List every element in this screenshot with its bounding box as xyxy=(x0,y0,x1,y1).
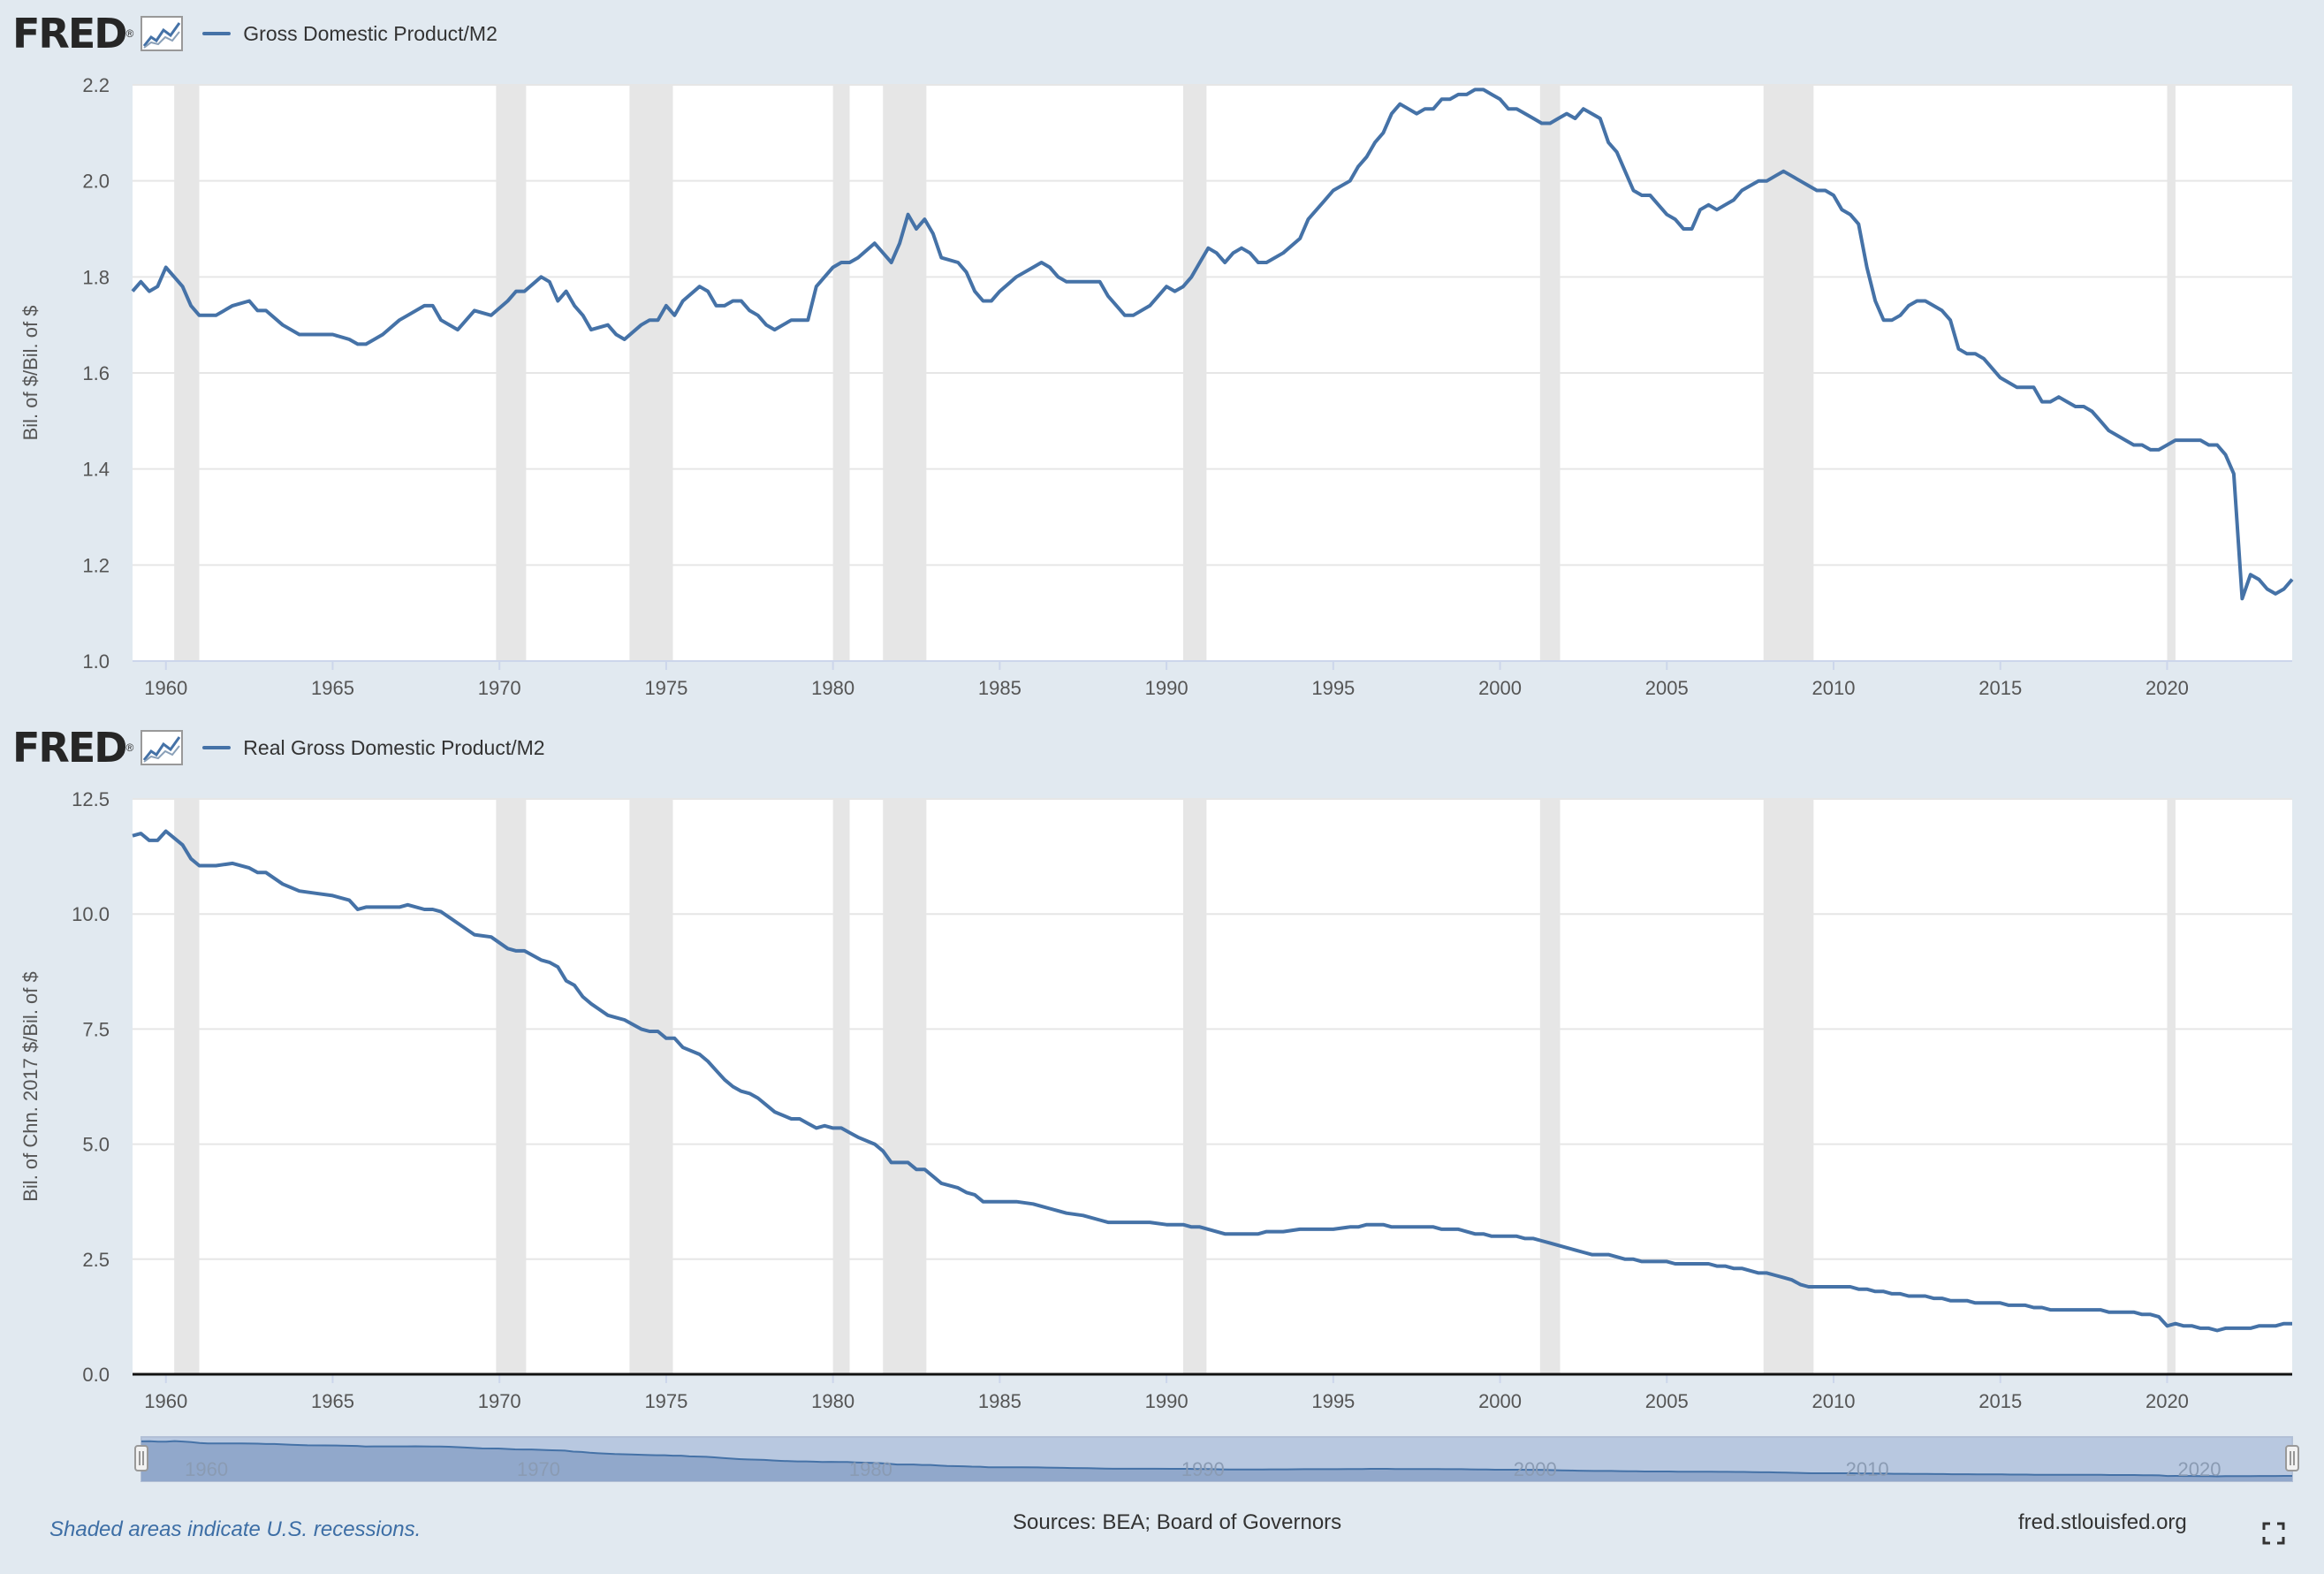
plot-area xyxy=(133,799,2292,1374)
x-tick-label: 2010 xyxy=(1812,677,1856,699)
navigator-label: 2000 xyxy=(1514,1458,1557,1480)
site-link[interactable]: fred.stlouisfed.org xyxy=(2018,1510,2187,1534)
navigator-handle-right[interactable] xyxy=(2285,1445,2299,1471)
x-tick-label: 2010 xyxy=(1812,1390,1856,1412)
chart-real-gdp-m2[interactable]: 0.0 2.5 5.0 7.5 10.0 12.5 1960 1965 1970 1975 1980… xyxy=(0,707,2324,1423)
y-tick-label: 2.2 xyxy=(82,74,110,96)
x-tick-label: 1980 xyxy=(811,1390,854,1412)
x-tick-label: 1975 xyxy=(644,1390,687,1412)
x-tick-label: 1965 xyxy=(311,677,354,699)
navigator-label: 2020 xyxy=(2178,1458,2221,1480)
legend-line-gdp-m2 xyxy=(202,32,232,35)
y-tick-label: 2.5 xyxy=(82,1249,110,1271)
x-tick-label: 2020 xyxy=(2146,677,2189,699)
x-tick-label: 1970 xyxy=(478,677,521,699)
y-axis-label: Bil. of Chn. 2017 $/Bil. of $ xyxy=(19,971,42,1202)
recession-band xyxy=(1539,799,1561,1374)
x-tick-label: 1985 xyxy=(978,1390,1021,1412)
navigator-label: 1980 xyxy=(849,1458,892,1480)
y-tick-label: 5.0 xyxy=(82,1134,110,1156)
x-tick-label: 2000 xyxy=(1478,677,1522,699)
logo-registered-mark: ® xyxy=(125,741,134,754)
y-tick-label: 0.0 xyxy=(82,1364,110,1386)
x-tick-label: 1995 xyxy=(1311,1390,1355,1412)
navigator-label: 1960 xyxy=(185,1458,228,1480)
sources-text: Sources: BEA; Board of Governors xyxy=(1013,1510,1342,1534)
legend-label-real-gdp-m2[interactable]: Real Gross Domestic Product/M2 xyxy=(243,735,545,759)
y-tick-label: 1.2 xyxy=(82,554,110,576)
y-tick-label: 7.5 xyxy=(82,1018,110,1040)
recession-band xyxy=(883,799,927,1374)
recession-band xyxy=(832,799,850,1374)
y-axis-label: Bil. of $/Bil. of $ xyxy=(19,306,42,441)
fred-logo[interactable]: FRED xyxy=(12,10,127,57)
navigator-label: 2010 xyxy=(1846,1458,1889,1480)
x-tick-label: 2000 xyxy=(1478,1390,1522,1412)
x-tick-label: 2005 xyxy=(1645,677,1689,699)
recession-note: Shaded areas indicate U.S. recessions. xyxy=(49,1517,422,1541)
logo-registered-mark: ® xyxy=(125,27,134,40)
navigator-label: 1970 xyxy=(517,1458,560,1480)
chart1-header: FRED ® Gross Domestic Product/M2 xyxy=(12,7,497,60)
chart-gdp-m2[interactable]: 1.0 1.2 1.4 1.6 1.8 2.0 2.2 1960 1965 1970 1975 198… xyxy=(0,0,2324,716)
x-tick-label: 2005 xyxy=(1645,1390,1689,1412)
recession-band xyxy=(1182,799,1207,1374)
x-tick-label: 1990 xyxy=(1145,1390,1189,1412)
y-tick-label: 12.5 xyxy=(72,788,110,810)
y-tick-label: 1.8 xyxy=(82,266,110,288)
recession-band xyxy=(1763,799,1814,1374)
x-tick-label: 2020 xyxy=(2146,1390,2189,1412)
fred-chart-icon xyxy=(141,730,184,765)
time-range-navigator[interactable]: 1960 1970 1980 1990 2000 2010 2020 xyxy=(0,1432,2324,1485)
x-tick-label: 1980 xyxy=(811,677,854,699)
series-line[interactable] xyxy=(131,87,2294,601)
x-tick-label: 1960 xyxy=(144,677,187,699)
y-tick-label: 2.0 xyxy=(82,171,110,193)
navigator-area xyxy=(141,1441,2292,1481)
fred-chart-icon xyxy=(141,16,184,51)
series-line[interactable] xyxy=(132,829,2292,1333)
recession-band xyxy=(2167,799,2176,1374)
x-tick-label: 2015 xyxy=(1978,677,2022,699)
x-tick-label: 1975 xyxy=(644,677,687,699)
x-tick-label: 1990 xyxy=(1145,677,1189,699)
chart2-header: FRED ® Real Gross Domestic Product/M2 xyxy=(12,721,545,774)
legend-line-real-gdp-m2 xyxy=(202,746,232,749)
x-tick-label: 2015 xyxy=(1978,1390,2022,1412)
recession-band xyxy=(174,799,200,1374)
fullscreen-icon[interactable] xyxy=(2262,1522,2285,1545)
y-tick-label: 10.0 xyxy=(72,903,110,925)
x-tick-label: 1970 xyxy=(478,1390,521,1412)
y-tick-label: 1.0 xyxy=(82,650,110,673)
legend-label-gdp-m2[interactable]: Gross Domestic Product/M2 xyxy=(243,21,497,45)
x-tick-label: 1965 xyxy=(311,1390,354,1412)
navigator-line xyxy=(141,1440,2292,1478)
recession-band xyxy=(629,799,673,1374)
fred-logo[interactable]: FRED xyxy=(12,724,127,772)
x-tick-label: 1995 xyxy=(1311,677,1355,699)
x-tick-label: 1960 xyxy=(144,1390,187,1412)
y-tick-label: 1.4 xyxy=(82,459,110,481)
y-tick-label: 1.6 xyxy=(82,362,110,384)
x-tick-label: 1985 xyxy=(978,677,1021,699)
navigator-handle-left[interactable] xyxy=(134,1445,148,1471)
recession-band xyxy=(496,799,527,1374)
navigator-label: 1990 xyxy=(1181,1458,1225,1480)
